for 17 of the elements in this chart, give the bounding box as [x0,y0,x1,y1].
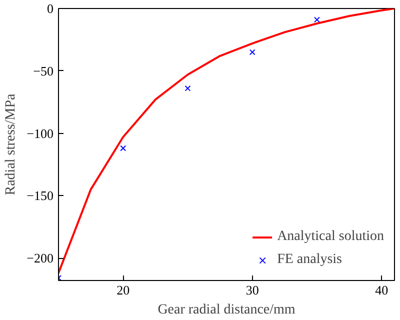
x-tick-label: 30 [246,282,259,298]
y-tick-label: −100 [26,126,54,141]
x-axis-title: Gear radial distance/mm [158,302,296,318]
legend-label: FE analysis [277,252,342,268]
point [120,145,126,152]
x-tick-label: 40 [375,282,388,298]
point [184,85,191,92]
y-tick-label: −200 [26,250,54,266]
point [314,16,320,23]
x-tick-label: 20 [116,282,130,298]
y-tick-label: −150 [26,188,54,204]
y-tick-label: −50 [33,63,54,78]
legend-label: Analytical solution [277,229,384,245]
point [249,49,256,56]
y-axis-title: Radial stress/MPa [4,92,19,196]
line-series [58,8,394,274]
y-tick-label: 0 [47,1,54,16]
